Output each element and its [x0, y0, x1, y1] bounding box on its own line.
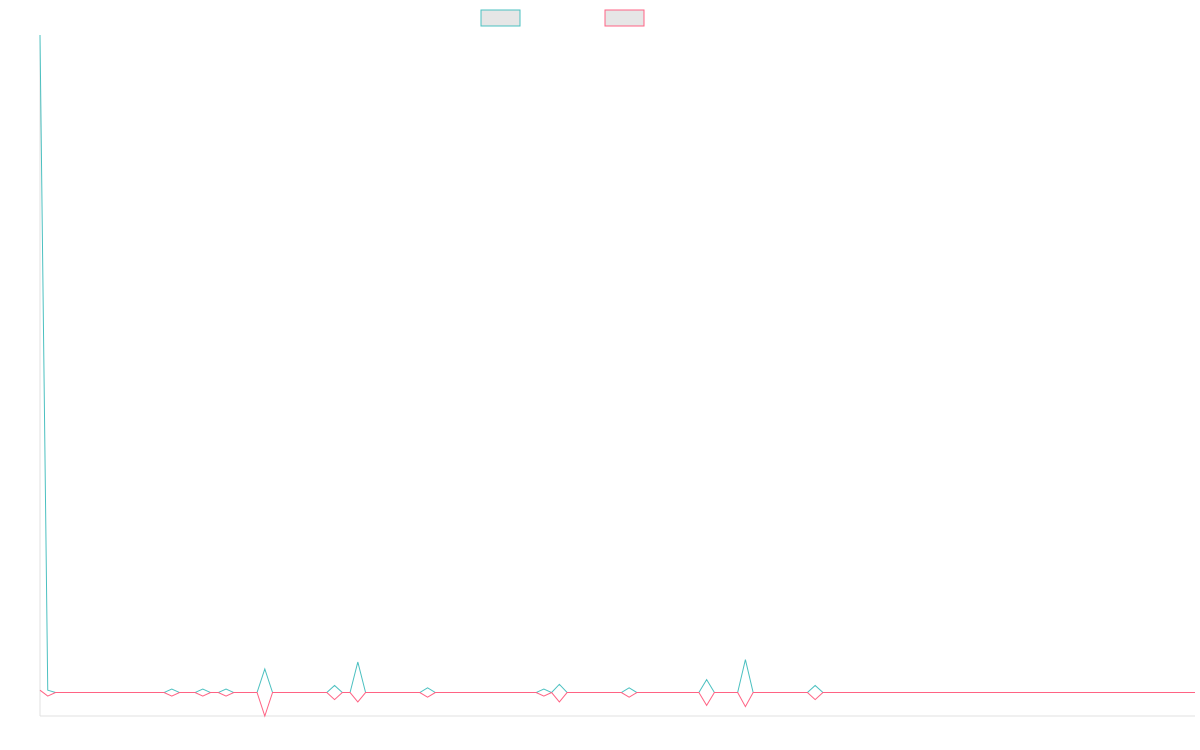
- legend-swatch: [604, 9, 645, 27]
- legend-swatch: [480, 9, 521, 27]
- line-series: [39, 689, 1195, 718]
- line-series: [39, 34, 1195, 694]
